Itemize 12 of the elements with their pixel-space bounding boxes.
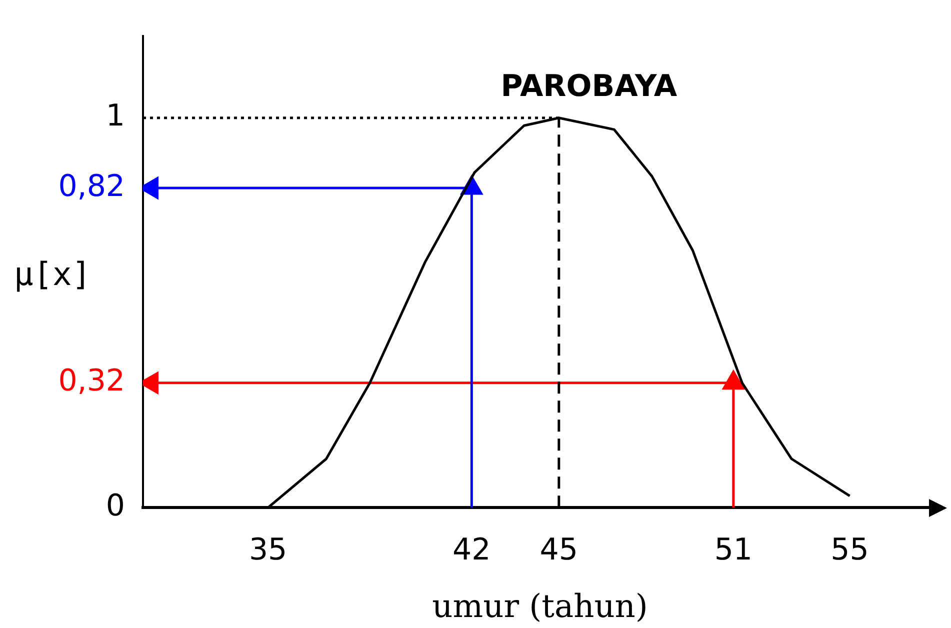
x-tick-label: 35 bbox=[248, 532, 288, 568]
x-tick-label: 51 bbox=[714, 532, 753, 568]
y-axis-title: µ[x] bbox=[14, 255, 92, 294]
x-tick-label: 45 bbox=[540, 532, 578, 568]
annotation: PAROBAYA bbox=[500, 69, 678, 104]
x-tick-label: 42 bbox=[452, 532, 491, 568]
y-tick-label: 1 bbox=[106, 98, 125, 134]
y-tick-label: 0,82 bbox=[58, 168, 125, 204]
x-axis-title: umur (tahun) bbox=[432, 587, 648, 626]
y-tick-label: 0,32 bbox=[58, 364, 125, 399]
y-tick-label: 0 bbox=[106, 488, 125, 524]
x-tick-label: 55 bbox=[830, 532, 869, 568]
